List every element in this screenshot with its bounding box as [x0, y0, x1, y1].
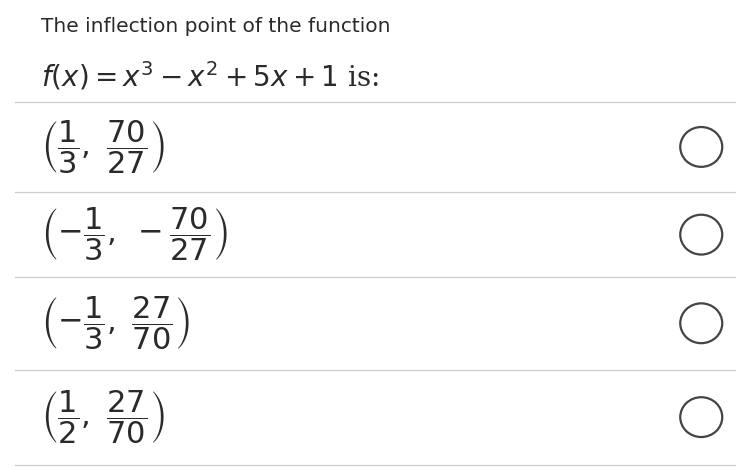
Text: $\left(\dfrac{1}{3},\ \dfrac{70}{27}\right)$: $\left(\dfrac{1}{3},\ \dfrac{70}{27}\rig…: [41, 118, 165, 176]
Text: The inflection point of the function: The inflection point of the function: [41, 17, 391, 36]
Text: $\left(\dfrac{1}{2},\ \dfrac{27}{70}\right)$: $\left(\dfrac{1}{2},\ \dfrac{27}{70}\rig…: [41, 388, 165, 446]
Text: $f(x) = x^3 - x^2 + 5x + 1$ is:: $f(x) = x^3 - x^2 + 5x + 1$ is:: [41, 59, 380, 92]
Text: $\left(-\dfrac{1}{3},\ -\dfrac{70}{27}\right)$: $\left(-\dfrac{1}{3},\ -\dfrac{70}{27}\r…: [41, 206, 228, 264]
Text: $\left(-\dfrac{1}{3},\ \dfrac{27}{70}\right)$: $\left(-\dfrac{1}{3},\ \dfrac{27}{70}\ri…: [41, 294, 190, 352]
